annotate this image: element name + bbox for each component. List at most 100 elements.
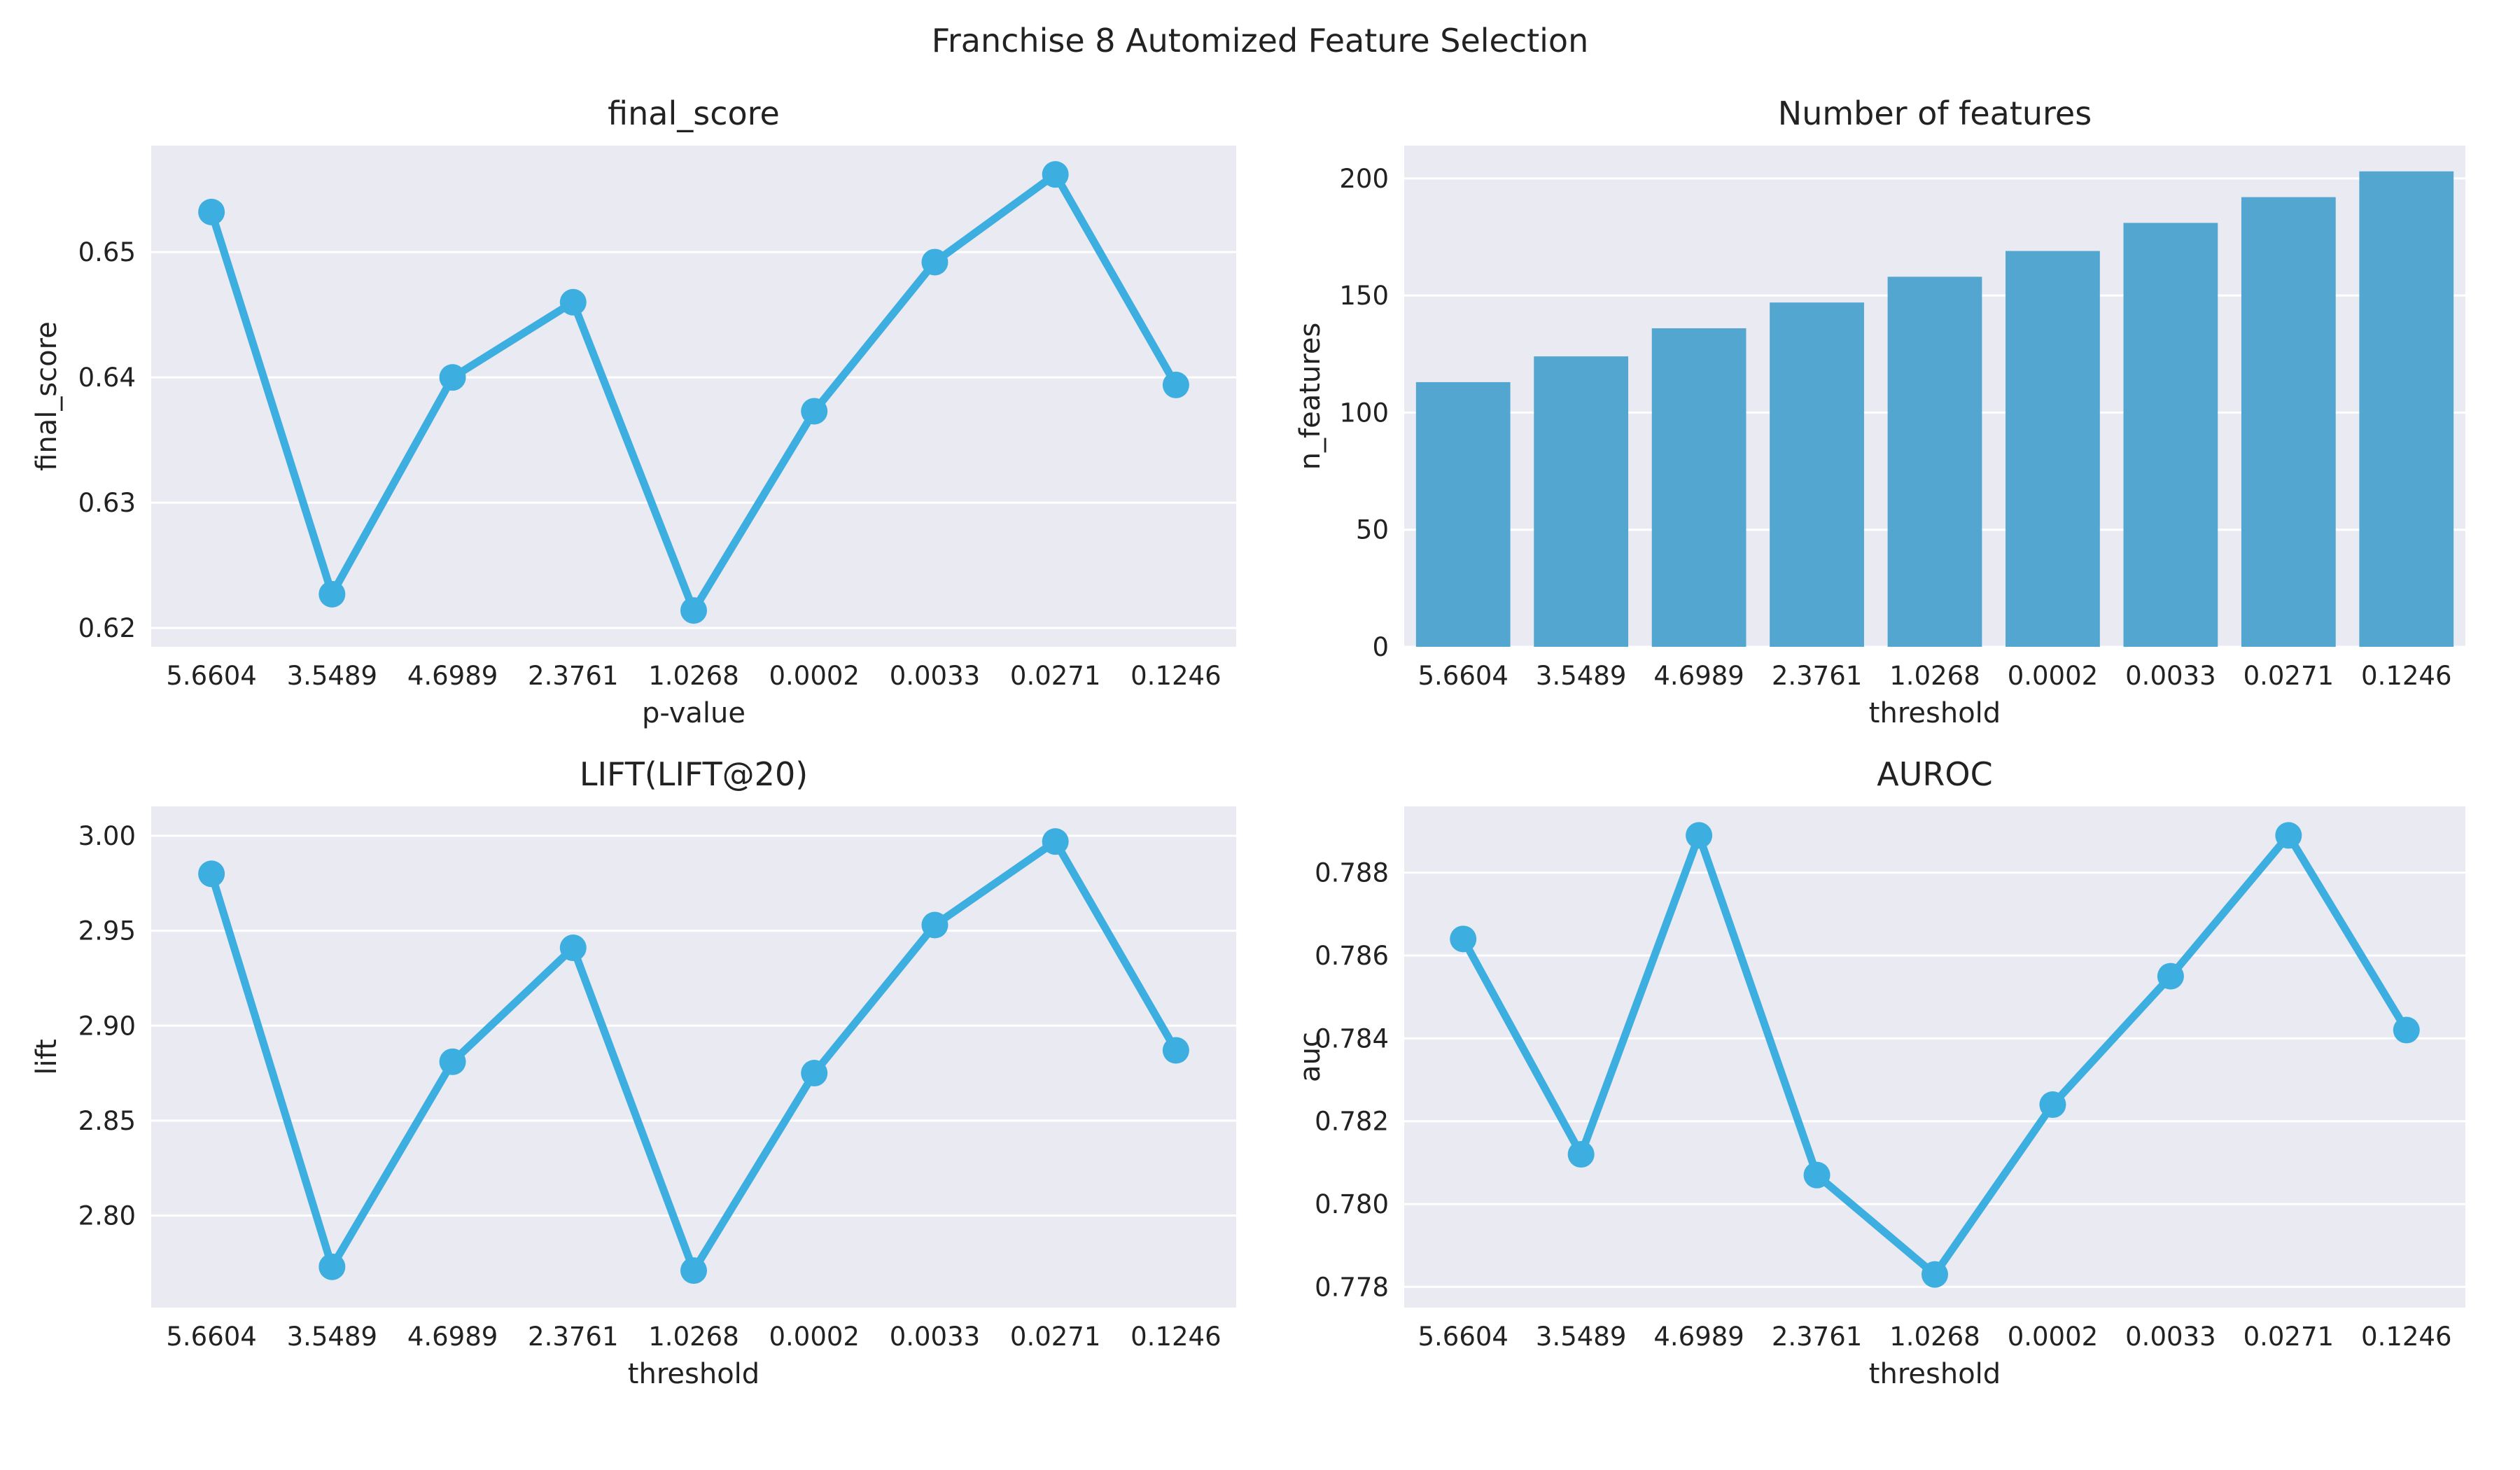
n_features-bar [1651,328,1746,647]
n_features-xtick-label: 0.1246 [2361,661,2451,691]
auroc-xtick-label: 3.5489 [1536,1322,1626,1352]
lift-xtick-label: 5.6604 [166,1322,256,1352]
final_score-xtick-label: 4.6989 [407,661,498,691]
auroc-point [1803,1161,1830,1189]
lift-point [1162,1037,1189,1064]
auroc-xtick-label: 2.3761 [1772,1322,1862,1352]
auroc-point [1450,925,1477,953]
lift-plot-area [151,806,1236,1308]
final_score-xtick-label: 0.0271 [1010,661,1100,691]
auroc-ytick-label: 0.778 [1315,1272,1389,1302]
auroc-ytick-label: 0.780 [1315,1189,1389,1219]
lift-xtick-label: 0.0002 [769,1322,859,1352]
n_features-bar [2359,171,2454,648]
auroc-xtick-label: 1.0268 [1889,1322,1980,1352]
lift-point [198,860,225,888]
n_features-bar [1415,382,1511,647]
lift-point [1042,828,1069,855]
auroc-title: AUROC [1877,755,1992,793]
chart-auroc: 0.778 0.780 0.782 0.784 0.786 0.788 5.6604 3.54… [1294,755,2465,1390]
auroc-xtick-label: 0.1246 [2361,1322,2451,1352]
lift-point [801,1060,828,1087]
lift-xlabel: threshold [628,1358,760,1390]
final_score-xtick-label: 2.3761 [528,661,618,691]
n_features-title: Number of features [1778,94,2092,132]
auroc-xtick-label: 5.6604 [1418,1322,1508,1352]
n_features-xtick-label: 0.0271 [2244,661,2334,691]
auroc-ylabel: auc [1294,1032,1326,1082]
lift-ytick-label: 3.00 [78,821,136,851]
final_score-xtick-label: 0.0002 [769,661,859,691]
auroc-ytick-label: 0.784 [1315,1023,1389,1054]
chart-lift: 2.80 2.85 2.90 2.95 3.00 5.6604 3.5489 4.6989 2.… [31,755,1236,1390]
lift-xtick-label: 2.3761 [528,1322,618,1352]
n_features-bar [2123,223,2218,647]
lift-point [318,1253,346,1280]
auroc-point [2275,822,2302,849]
lift-xtick-label: 0.1246 [1130,1322,1221,1352]
n_features-xtick-label: 5.6604 [1418,661,1508,691]
auroc-xlabel: threshold [1869,1358,2001,1390]
lift-xtick-label: 0.0033 [890,1322,980,1352]
auroc-point [1567,1141,1595,1168]
final_score-xtick-label: 3.5489 [287,661,377,691]
n_features-ytick-label: 0 [1372,632,1389,662]
final_score-xtick-label: 0.0033 [890,661,980,691]
lift-point [559,934,587,962]
auroc-xtick-label: 0.0033 [2125,1322,2216,1352]
auroc-xtick-label: 4.6989 [1653,1322,1744,1352]
lift-ytick-label: 2.85 [78,1106,136,1136]
n_features-bar [1534,356,1629,647]
n_features-xtick-label: 0.0033 [2125,661,2216,691]
final_score-point [680,597,707,624]
final_score-ytick-label: 0.64 [78,363,136,393]
chart-final_score: 0.62 0.63 0.64 0.65 5.6604 3.5489 4.6989 2.3761… [31,94,1236,729]
n_features-bar [1887,276,1982,647]
final_score-point [318,580,346,608]
n_features-xtick-label: 1.0268 [1889,661,1980,691]
final_score-point [801,398,828,425]
lift-ytick-label: 2.80 [78,1200,136,1231]
n_features-xlabel: threshold [1869,697,2001,729]
final_score-ytick-label: 0.63 [78,488,136,518]
final_score-point [1042,161,1069,188]
n_features-xtick-label: 3.5489 [1536,661,1626,691]
auroc-ytick-label: 0.788 [1315,858,1389,888]
n_features-xtick-label: 2.3761 [1772,661,1862,691]
n_features-bar [2241,197,2336,647]
final_score-xtick-label: 5.6604 [166,661,256,691]
n_features-xtick-label: 0.0002 [2008,661,2098,691]
auroc-plot-area [1404,806,2465,1308]
final_score-xlabel: p-value [642,697,746,729]
final_score-point [198,198,225,225]
figure-suptitle: Franchise 8 Automized Feature Selection [932,22,1588,59]
chart-n_features: 0 50 100 150 200 5.6604 3.5489 4.6989 2.3761 1.02… [1294,94,2465,729]
auroc-ytick-label: 0.786 [1315,941,1389,971]
n_features-ytick-label: 100 [1339,398,1389,428]
n_features-bar [2005,251,2100,647]
auroc-ytick-label: 0.782 [1315,1107,1389,1137]
lift-xtick-label: 0.0271 [1010,1322,1100,1352]
final_score-ytick-label: 0.65 [78,237,136,267]
lift-point [439,1048,466,1075]
final_score-point [1162,371,1189,398]
auroc-xtick-label: 0.0002 [2008,1322,2098,1352]
auroc-point [1686,822,1713,849]
lift-ytick-label: 2.90 [78,1011,136,1041]
final_score-ytick-label: 0.62 [78,613,136,643]
lift-title: LIFT(LIFT@20) [580,755,808,793]
lift-xtick-label: 1.0268 [648,1322,738,1352]
final_score-plot-area [151,146,1236,647]
lift-xtick-label: 4.6989 [407,1322,498,1352]
lift-point [680,1257,707,1284]
n_features-ylabel: n_features [1294,323,1326,470]
auroc-point [2039,1091,2066,1119]
final_score-ylabel: final_score [31,321,63,471]
n_features-ytick-label: 150 [1339,281,1389,311]
final_score-point [439,364,466,391]
final_score-title: final_score [608,94,780,132]
n_features-ytick-label: 200 [1339,164,1389,194]
final_score-point [921,248,948,276]
auroc-point [2393,1016,2420,1044]
